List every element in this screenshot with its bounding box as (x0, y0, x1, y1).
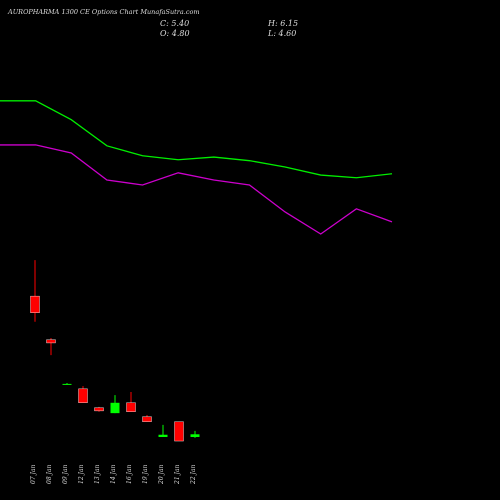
date-label: 21 Jan (174, 464, 181, 485)
date-label: 16 Jan (126, 464, 133, 484)
date-label: 13 Jan (94, 464, 101, 484)
date-label: 19 Jan (142, 464, 149, 484)
candle-body (94, 407, 104, 412)
candle-body (174, 421, 184, 442)
info-high: H: 6.15 (267, 19, 298, 28)
info-open: O: 4.80 (160, 29, 190, 38)
candle-body (110, 402, 120, 414)
info-close: C: 5.40 (160, 19, 189, 28)
date-label: 20 Jan (158, 464, 165, 485)
candle-body (46, 339, 56, 344)
date-label: 14 Jan (110, 464, 117, 484)
candle-body (142, 416, 152, 422)
indicator-line (0, 100, 393, 179)
candle-body (78, 388, 88, 403)
date-label: 12 Jan (78, 464, 85, 484)
date-label: 09 Jan (62, 464, 69, 484)
chart-title: AUROPHARMA 1300 CE Options Chart MunafaS… (7, 8, 200, 16)
indicator-line (0, 144, 393, 235)
candle-body (190, 434, 200, 437)
date-label: 08 Jan (46, 464, 53, 484)
candle-body (158, 434, 168, 437)
candle-body (126, 402, 136, 412)
date-label: 22 Jan (190, 464, 197, 485)
candle-body (62, 383, 72, 385)
candle-body (30, 295, 40, 313)
date-label: 07 Jan (30, 464, 37, 484)
info-low: L: 4.60 (267, 29, 296, 38)
